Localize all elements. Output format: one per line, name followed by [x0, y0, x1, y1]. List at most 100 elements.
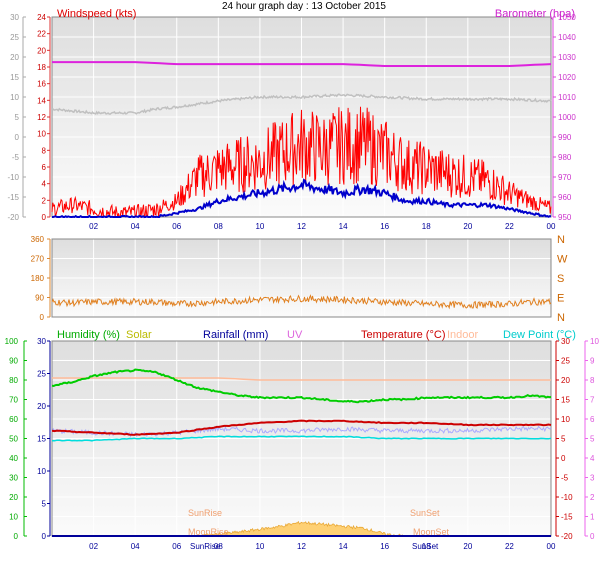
- tick-label: 7: [590, 396, 595, 405]
- tick-label: 1010: [558, 93, 576, 102]
- indoor-trace-line: [51, 425, 552, 438]
- tick-label: -20: [7, 213, 19, 222]
- tick-label: 0: [561, 454, 566, 463]
- x-tick-label: 18: [422, 542, 431, 551]
- tick-label: 1020: [558, 73, 576, 82]
- x-tick-label: 10: [255, 222, 264, 231]
- tick-label: 16: [37, 80, 46, 89]
- tick-label: 180: [31, 274, 45, 283]
- tick-label: 60: [9, 415, 18, 424]
- tick-label: 14: [37, 96, 46, 105]
- tick-label: N: [557, 312, 565, 324]
- tick-label: 990: [558, 133, 572, 142]
- tick-label: 0: [15, 133, 20, 142]
- tick-label: -15: [561, 513, 573, 522]
- barometer-label: Barometer (hpa): [495, 8, 575, 20]
- x-tick-label: 12: [297, 542, 306, 551]
- tick-label: 360: [31, 235, 45, 244]
- tick-label: 10: [9, 513, 18, 522]
- tick-label: 0: [42, 532, 47, 541]
- tick-label: -15: [7, 193, 19, 202]
- tick-label: 5: [561, 435, 566, 444]
- tick-label: 90: [35, 294, 44, 303]
- tick-label: 40: [9, 454, 18, 463]
- indoor-line: [52, 377, 551, 381]
- x-tick-label: 08: [214, 542, 223, 551]
- tick-label: 1040: [558, 33, 576, 42]
- tick-label: N: [557, 234, 565, 246]
- x-tick-label: 00: [547, 222, 556, 231]
- sunset-annotation: SunSet: [410, 508, 440, 518]
- tick-label: 18: [37, 63, 46, 72]
- tick-label: 30: [37, 337, 46, 346]
- dark-blue-trace-line: [52, 178, 552, 219]
- dewpoint-label: Dew Point (°C): [503, 329, 576, 341]
- tick-label: 6: [42, 163, 47, 172]
- x-tick-label: 02: [89, 542, 98, 551]
- x-tick-label: 04: [131, 222, 140, 231]
- sunrise-annotation: SunRise: [188, 508, 222, 518]
- solar-area: [196, 520, 406, 537]
- tick-label: 0: [40, 313, 45, 322]
- tick-label: 4: [42, 180, 47, 189]
- tick-label: 8: [42, 146, 47, 155]
- temperature-label: Temperature (°C): [361, 329, 445, 341]
- tick-label: 15: [10, 73, 19, 82]
- tick-label: 50: [9, 435, 18, 444]
- tick-label: -5: [561, 474, 569, 483]
- tick-label: 20: [37, 46, 46, 55]
- chart-title: 24 hour graph day : 13 October 2015: [222, 1, 386, 12]
- wind-direction-line: [51, 294, 552, 310]
- tick-label: -10: [561, 493, 573, 502]
- tick-label: 10: [10, 93, 19, 102]
- tick-label: W: [557, 254, 568, 266]
- x-tick-label: 12: [297, 222, 306, 231]
- tick-label: 2: [590, 493, 595, 502]
- tick-label: 20: [9, 493, 18, 502]
- solar-label: Solar: [126, 329, 152, 341]
- tick-label: -10: [7, 173, 19, 182]
- tick-label: 12: [37, 113, 46, 122]
- tick-label: 22: [37, 30, 46, 39]
- tick-label: 20: [10, 53, 19, 62]
- tick-label: E: [557, 293, 564, 305]
- tick-label: 1030: [558, 53, 576, 62]
- tick-label: 970: [558, 173, 572, 182]
- tick-label: 10: [590, 337, 599, 346]
- tick-label: S: [557, 273, 564, 285]
- tick-label: 8: [590, 376, 595, 385]
- x-tick-label: 00: [547, 542, 556, 551]
- tick-label: 6: [590, 415, 595, 424]
- tick-label: 3: [590, 474, 595, 483]
- tick-label: 20: [561, 376, 570, 385]
- tick-label: 10: [37, 130, 46, 139]
- x-tick-label: 18: [422, 222, 431, 231]
- tick-label: 30: [10, 13, 19, 22]
- tick-label: 5: [590, 435, 595, 444]
- tick-label: 5: [15, 113, 20, 122]
- temperature-line: [51, 419, 552, 436]
- x-tick-label: 20: [463, 542, 472, 551]
- tick-label: 950: [558, 213, 572, 222]
- plot-frame-2: [51, 238, 552, 318]
- uv-label: UV: [287, 329, 303, 341]
- tick-label: 90: [9, 357, 18, 366]
- grey-trace-line: [52, 93, 552, 116]
- tick-label: 20: [37, 402, 46, 411]
- dewpoint-line: [52, 435, 552, 442]
- tick-label: 0: [14, 532, 19, 541]
- tick-label: 70: [9, 396, 18, 405]
- tick-label: 960: [558, 193, 572, 202]
- moonrise-annotation: MoonRise: [188, 527, 229, 537]
- tick-label: 25: [561, 357, 570, 366]
- x-tick-label: 06: [172, 542, 181, 551]
- barometer-line: [52, 61, 552, 67]
- x-tick-label: 08: [214, 222, 223, 231]
- x-tick-label: 20: [463, 222, 472, 231]
- x-tick-label: 16: [380, 222, 389, 231]
- tick-label: 2: [42, 196, 47, 205]
- plot-frame-1: [51, 16, 552, 218]
- tick-label: 10: [37, 467, 46, 476]
